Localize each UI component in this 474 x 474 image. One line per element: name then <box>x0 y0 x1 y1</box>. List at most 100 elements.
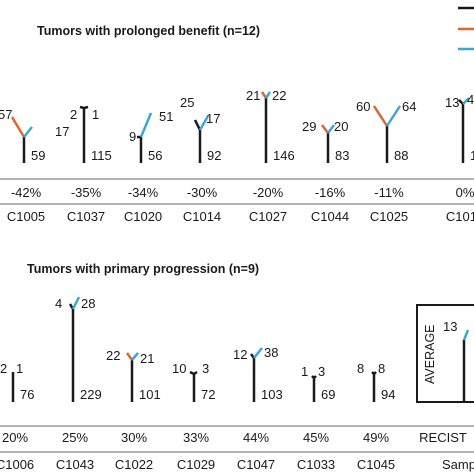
tree-branch-right <box>23 126 33 138</box>
tree-sample-id: C1029 <box>177 457 215 472</box>
tree-branch-right <box>131 352 139 361</box>
tree-left-count: 25 <box>180 95 194 110</box>
top-tree-c1037: 2 1 115 -35% C1037 <box>67 105 112 224</box>
tree-recist-percent: 45% <box>303 430 329 445</box>
tree-branch-right <box>193 370 198 376</box>
tree-right-count: 21 <box>140 351 154 366</box>
tree-left-count: 8 <box>357 361 364 376</box>
tree-sample-id: C1044 <box>311 209 349 224</box>
tree-branch-right <box>462 97 470 105</box>
tree-right-count: 1 <box>92 107 99 122</box>
bottom-section-title: Tumors with primary progression (n=9) <box>27 262 259 276</box>
tree-trunk-count: 146 <box>273 148 295 163</box>
tree-recist-percent: 49% <box>363 430 389 445</box>
tree-left-count: 4 <box>55 296 62 311</box>
legend <box>458 6 474 51</box>
tree-trunk-count: 136 <box>470 148 474 163</box>
bottom-tree-c1045: 8 8 94 49% C1045 <box>357 361 396 472</box>
tree-branch-right <box>264 91 272 99</box>
top-tree-c1020: 9 51 56 -34% C1020 <box>124 109 174 224</box>
tree-branch-left <box>125 352 134 361</box>
tree-trunk-count: 92 <box>207 148 221 163</box>
tree-recist-percent: 33% <box>183 430 209 445</box>
tree-sample-id: C1020 <box>124 209 162 224</box>
average-label: AVERAGE <box>423 324 437 384</box>
tree-sample-id: C1047 <box>237 457 275 472</box>
tree-branch-left <box>321 124 329 134</box>
tree-left-count: 2 <box>70 107 77 122</box>
tree-recist-percent: 30% <box>121 430 147 445</box>
tree-recist-percent: 25% <box>62 430 88 445</box>
tree-trunk-count: 59 <box>31 148 45 163</box>
tree-branch-right <box>327 124 335 134</box>
tree-branch-left <box>372 105 389 127</box>
tree-left-count: 57 <box>0 107 12 122</box>
tree-trunk-count: 88 <box>394 148 408 163</box>
tree-sample-id: C1033 <box>297 457 335 472</box>
tree-branch-right <box>385 105 402 127</box>
tree-trunk-count: 83 <box>335 148 349 163</box>
tree-left-count: 22 <box>106 348 120 363</box>
tree-right-count: 22 <box>272 88 286 103</box>
tree-right-count: 8 <box>378 361 385 376</box>
tree-trunk-count: 69 <box>321 387 335 402</box>
top-tree-c1005: 57 17 59 -42% C1005 <box>0 107 69 224</box>
tree-left-count: 60 <box>356 99 370 114</box>
top-tree-c1018: 13 40 136 0% C1018 <box>445 92 474 224</box>
tree-trunk-count: 76 <box>20 387 34 402</box>
tree-sample-id: C1037 <box>67 209 105 224</box>
tree-sample-id: C1027 <box>249 209 287 224</box>
tree-sample-id: C1018 <box>446 209 474 224</box>
tree-sample-id: C1014 <box>183 209 221 224</box>
tree-sample-id: C1043 <box>56 457 94 472</box>
tree-branch-right <box>253 347 263 359</box>
tree-right-count: 3 <box>318 364 325 379</box>
average-value: 13 <box>443 319 457 334</box>
tree-branch-right <box>71 296 81 310</box>
tree-trunk-count: 72 <box>201 387 215 402</box>
tree-right-count: 38 <box>264 345 278 360</box>
tree-right-count: 17 <box>206 111 220 126</box>
tree-branch-right <box>313 375 317 379</box>
tree-branch-left <box>10 116 26 138</box>
tree-trunk-count: 56 <box>148 148 162 163</box>
bottom-tree-c1047: 12 38 103 44% C1047 <box>233 345 283 472</box>
tree-branch-left <box>79 105 85 110</box>
average-box-frame <box>416 304 474 403</box>
sample-label: Samp <box>442 457 474 472</box>
tree-recist-percent: -16% <box>315 185 346 200</box>
tree-sample-id: C1025 <box>370 209 408 224</box>
top-tree-group: 57 17 59 -42% C1005 2 1 115 -35% C1037 9 51 56 -34% C1… <box>0 88 474 224</box>
tree-left-count: 10 <box>172 361 186 376</box>
tree-trunk-count: 115 <box>91 148 112 163</box>
tree-left-count: 29 <box>302 119 316 134</box>
tree-branch-right <box>198 115 210 131</box>
tree-left-count: 21 <box>246 88 260 103</box>
tree-right-count: 28 <box>81 296 95 311</box>
tree-recist-percent: -35% <box>71 185 102 200</box>
tree-right-count: 40 <box>467 92 474 107</box>
tree-right-count: 17 <box>55 124 69 139</box>
bottom-tree-c1033: 1 3 69 45% C1033 <box>297 364 336 472</box>
tree-left-count: 9 <box>129 129 136 144</box>
tree-branch-left <box>458 99 464 105</box>
bottom-tree-c1022: 22 21 101 30% C1022 <box>106 348 161 472</box>
top-tree-c1044: 29 20 83 -16% C1044 <box>302 119 349 224</box>
tree-right-count: 51 <box>159 109 173 124</box>
tree-branch-right <box>373 371 377 375</box>
tree-left-count: 1 <box>301 364 308 379</box>
tree-recist-percent: -34% <box>128 185 159 200</box>
bottom-tree-c1043: 4 28 229 25% C1043 <box>55 296 102 472</box>
tree-trunk-count: 229 <box>80 387 102 402</box>
top-section-title: Tumors with prolonged benefit (n=12) <box>37 24 260 38</box>
tree-branch-left <box>189 370 195 376</box>
recist-label: RECIST <box>419 430 467 445</box>
tree-right-count: 20 <box>334 119 348 134</box>
bottom-tree-c1029: 10 3 72 33% C1029 <box>172 361 215 472</box>
tree-recist-percent: -30% <box>187 185 218 200</box>
tree-recist-percent: 44% <box>243 430 269 445</box>
tree-branch-left <box>193 119 202 131</box>
tree-branch-right <box>139 112 153 138</box>
